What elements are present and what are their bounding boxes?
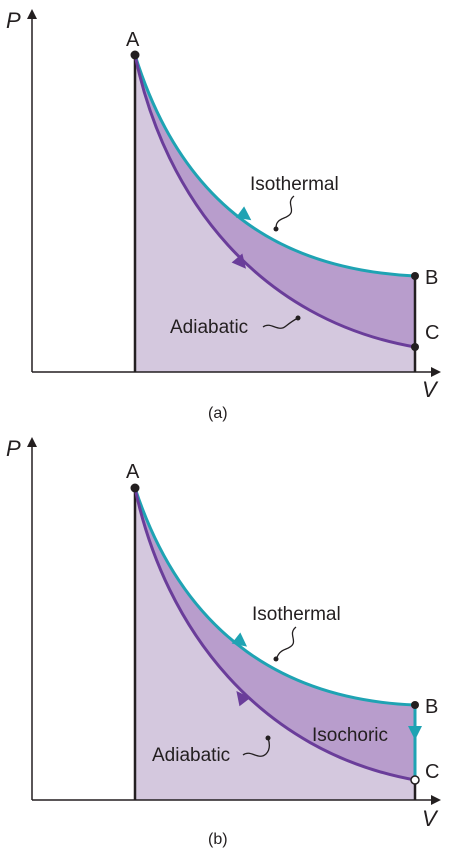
isothermal-leader	[275, 626, 297, 660]
panel-caption: (b)	[208, 831, 228, 848]
panel-b: P V A B C Isothermal Isochoric Adiabatic…	[6, 436, 441, 848]
isothermal-leader-dot	[273, 226, 279, 232]
adiabatic-label: Adiabatic	[170, 317, 248, 338]
enclosed-region-fill	[135, 55, 415, 347]
adiabatic-leader	[242, 737, 270, 757]
point-a-label: A	[126, 461, 140, 483]
isothermal-curve	[133, 487, 416, 707]
x-axis-label: V	[422, 806, 439, 831]
enclosed-region-fill	[135, 488, 415, 780]
isothermal-leader	[275, 195, 295, 230]
adiabatic-direction-arrow	[231, 253, 246, 269]
adiabatic-leader-dot	[265, 735, 271, 741]
x-axis-label: V	[422, 377, 439, 402]
isothermal-direction-arrow	[235, 206, 252, 221]
point-a-marker	[130, 50, 140, 60]
adiabatic-leader	[262, 317, 299, 329]
panel-a: P V A B C Isothermal Adiabatic (a)	[6, 8, 441, 422]
panel-caption: (a)	[208, 405, 228, 422]
adiabatic-direction-arrow	[236, 690, 251, 707]
point-b-marker	[411, 701, 419, 709]
point-a-label: A	[126, 29, 140, 51]
point-a-marker	[130, 483, 140, 493]
work-area-fill	[135, 55, 415, 372]
y-axis-label: P	[6, 436, 21, 461]
point-c-label: C	[425, 322, 439, 344]
y-axis-label: P	[6, 8, 21, 33]
isothermal-label: Isothermal	[252, 604, 341, 625]
adiabatic-curve	[133, 54, 416, 349]
point-b-label: B	[425, 696, 438, 718]
adiabatic-leader-dot	[295, 315, 301, 321]
adiabatic-label: Adiabatic	[152, 745, 230, 766]
isochoric-direction-arrow	[408, 726, 422, 740]
point-c-marker	[410, 775, 420, 785]
point-c-label: C	[425, 761, 439, 783]
isothermal-direction-arrow	[231, 632, 248, 647]
point-b-marker	[411, 272, 419, 280]
isothermal-curve	[133, 54, 416, 278]
point-c-marker	[411, 343, 419, 351]
isochoric-label: Isochoric	[312, 725, 388, 746]
work-area-fill	[135, 488, 415, 800]
adiabatic-curve	[133, 487, 416, 782]
isothermal-leader-dot	[273, 656, 279, 662]
point-b-label: B	[425, 267, 438, 289]
isothermal-label: Isothermal	[250, 174, 339, 195]
